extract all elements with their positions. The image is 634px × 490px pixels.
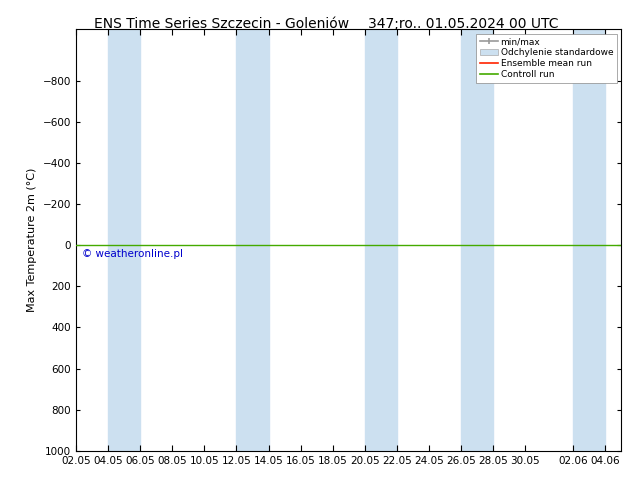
Bar: [365, 29, 397, 451]
Bar: [461, 29, 493, 451]
Bar: [573, 29, 605, 451]
Text: ENS Time Series Szczecin - Goleniów: ENS Time Series Szczecin - Goleniów: [94, 17, 349, 31]
Text: 347;ro.. 01.05.2024 00 UTC: 347;ro.. 01.05.2024 00 UTC: [368, 17, 558, 31]
Y-axis label: Max Temperature 2m (°C): Max Temperature 2m (°C): [27, 168, 37, 312]
Legend: min/max, Odchylenie standardowe, Ensemble mean run, Controll run: min/max, Odchylenie standardowe, Ensembl…: [476, 34, 617, 82]
Bar: [236, 29, 269, 451]
Text: © weatheronline.pl: © weatheronline.pl: [82, 249, 183, 259]
Bar: [108, 29, 140, 451]
